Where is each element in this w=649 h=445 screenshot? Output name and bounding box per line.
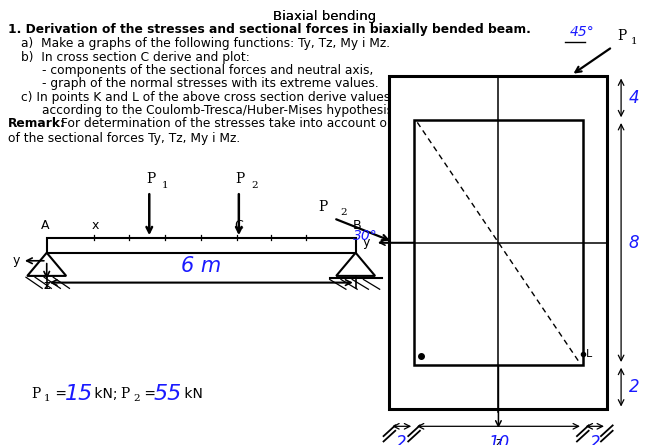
Text: b)  In cross section C derive and plot:: b) In cross section C derive and plot: [21,51,249,64]
Text: 55: 55 [154,384,182,404]
Text: 1: 1 [44,394,51,403]
Text: 2: 2 [589,434,600,445]
Text: kN: kN [180,387,203,401]
Text: c) In points K and L of the above cross section derive values of the effective s: c) In points K and L of the above cross … [21,91,542,104]
Text: Remark:: Remark: [8,117,66,130]
Text: x: x [92,219,99,232]
Text: 1. Derivation of the stresses and sectional forces in biaxially bended beam.: 1. Derivation of the stresses and sectio… [8,23,531,36]
Bar [389,76,607,409]
Text: of the sectional forces Ty, Tz, My i Mz.: of the sectional forces Ty, Tz, My i Mz. [8,132,240,145]
Text: A: A [41,219,50,232]
Text: 6 m: 6 m [181,256,221,276]
Text: 8: 8 [629,234,639,251]
Bar [414,120,583,365]
Text: Biaxial bending: Biaxial bending [273,10,376,23]
Text: 10: 10 [488,434,509,445]
Text: according to the Coulomb-Tresca/Huber-Mises hypothesis.: according to the Coulomb-Tresca/Huber-Mi… [42,104,397,117]
Text: 2: 2 [252,181,258,190]
Text: 30°: 30° [353,230,378,243]
Text: L: L [585,349,592,359]
Text: 1: 1 [631,37,637,46]
Bar [47,238,356,253]
Text: - graph of the normal stresses with its extreme values.: - graph of the normal stresses with its … [42,77,379,90]
Text: P: P [318,200,327,214]
Text: a)  Make a graphs of the following functions: Ty, Tz, My i Mz.: a) Make a graphs of the following functi… [21,37,390,50]
Text: 15: 15 [65,384,93,404]
Text: =: = [140,387,156,401]
Text: P: P [120,387,129,401]
Text: K: K [426,351,433,361]
Text: 45°: 45° [570,25,595,39]
Text: P: P [618,29,627,43]
Text: For determination of the stresses take into account only the influence: For determination of the stresses take i… [57,117,489,130]
Text: Biaxial bending: Biaxial bending [273,10,376,23]
Text: kN;: kN; [90,387,117,401]
Text: =: = [51,387,67,401]
Text: P: P [146,172,155,186]
Text: z: z [43,279,50,292]
Text: 2: 2 [133,394,140,403]
Text: 2: 2 [340,208,347,218]
Text: C: C [234,219,243,232]
Text: P: P [236,172,245,186]
Text: y: y [12,254,20,267]
Text: B: B [352,219,361,232]
Text: 4: 4 [629,89,639,107]
Text: y: y [363,236,370,249]
Text: P: P [31,387,40,401]
Text: z: z [495,436,502,445]
Text: [cm]: [cm] [521,227,545,237]
Text: 1: 1 [162,181,169,190]
Text: 2: 2 [629,378,639,396]
Text: - components of the sectional forces and neutral axis,: - components of the sectional forces and… [42,64,374,77]
Text: 2: 2 [397,434,407,445]
